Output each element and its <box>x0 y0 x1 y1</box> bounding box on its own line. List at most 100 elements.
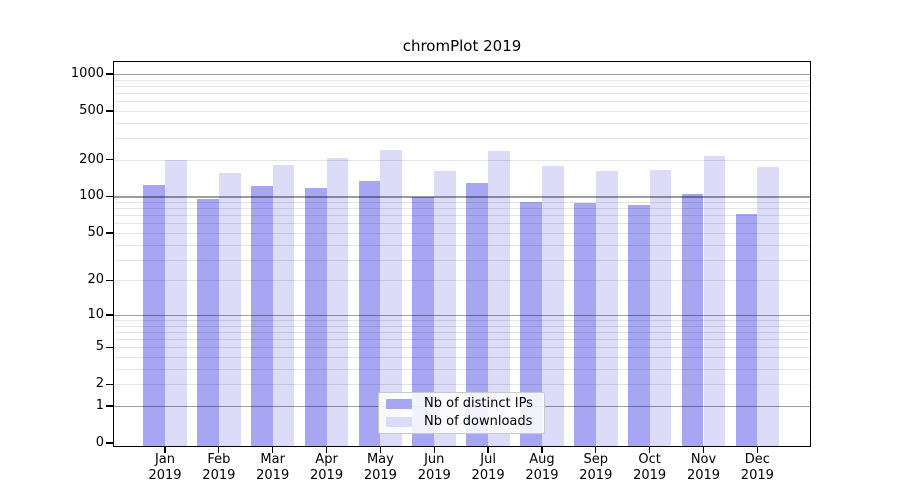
x-tick-mark-feb <box>218 447 220 453</box>
bar-downloads-aug <box>541 165 564 447</box>
gridline-minor-500 <box>113 110 811 112</box>
y-tick-mark-1000 <box>106 73 113 75</box>
gridline-minor-800 <box>113 85 811 87</box>
x-tick-label-year-mar: 2019 <box>256 468 290 483</box>
x-tick-label-year-sep: 2019 <box>579 468 613 483</box>
x-tick-label-year-apr: 2019 <box>310 468 344 483</box>
legend: Nb of distinct IPs Nb of downloads <box>378 392 545 434</box>
y-tick-label-500: 500 <box>79 102 104 118</box>
gridline-minor-30 <box>113 259 811 261</box>
x-tick-mark-sep <box>595 447 597 453</box>
bar-distinct-ips-feb <box>197 199 219 447</box>
bar-downloads-may <box>380 150 403 447</box>
x-tick-label-month-jul: Jul <box>480 452 496 467</box>
y-tick-mark-10 <box>106 314 113 316</box>
y-tick-mark-50 <box>106 232 113 234</box>
bar-downloads-jul <box>488 151 510 447</box>
x-tick-label-month-dec: Dec <box>744 452 770 467</box>
gridline-minor-600 <box>113 101 811 103</box>
x-tick-label-year-oct: 2019 <box>633 468 667 483</box>
x-tick-mark-may <box>379 447 382 453</box>
bar-downloads-sep <box>595 171 618 447</box>
gridline-minor-7 <box>113 331 811 333</box>
y-tick-label-0: 0 <box>95 435 104 450</box>
x-tick-label-month-sep: Sep <box>583 452 609 467</box>
y-tick-mark-200 <box>106 159 113 161</box>
x-tick-label-year-aug: 2019 <box>525 468 559 483</box>
x-tick-label-year-may: 2019 <box>363 468 397 483</box>
x-tick-label-month-apr: Apr <box>315 452 338 467</box>
gridline-minor-20 <box>113 280 811 282</box>
x-tick-label-month-mar: Mar <box>260 452 285 467</box>
gridline-minor-9 <box>113 320 811 321</box>
legend-label-downloads: Nb of downloads <box>424 414 533 429</box>
gridline-minor-40 <box>113 244 811 246</box>
bar-downloads-nov <box>703 156 726 447</box>
y-tick-label-1000: 1000 <box>70 65 104 81</box>
y-tick-label-200: 200 <box>79 151 104 167</box>
bar-distinct-ips-nov <box>681 193 704 447</box>
legend-row-downloads: Nb of downloads <box>386 413 544 431</box>
gridline-major-1000 <box>113 73 811 76</box>
bar-distinct-ips-jul <box>466 183 489 447</box>
x-tick-label-month-feb: Feb <box>207 452 231 467</box>
x-tick-label-year-nov: 2019 <box>686 468 721 483</box>
x-tick-label-year-jun: 2019 <box>417 468 451 483</box>
y-tick-label-20: 20 <box>87 272 104 288</box>
gridline-minor-2 <box>113 384 811 386</box>
bar-downloads-apr <box>326 157 349 447</box>
x-tick-label-month-aug: Aug <box>529 452 555 467</box>
bar-distinct-ips-jan <box>143 184 165 447</box>
legend-row-distinct-ips: Nb of distinct IPs <box>386 395 544 413</box>
gridline-minor-300 <box>113 138 811 140</box>
y-tick-label-5: 5 <box>95 339 104 355</box>
y-tick-mark-5 <box>106 346 113 348</box>
x-tick-label-month-nov: Nov <box>690 452 717 467</box>
bar-downloads-dec <box>757 166 780 447</box>
gridline-minor-90 <box>113 202 811 204</box>
x-tick-label-month-jun: Jun <box>424 452 445 467</box>
gridline-minor-5 <box>113 347 811 349</box>
bar-distinct-ips-apr <box>304 187 327 447</box>
gridline-minor-4 <box>113 357 811 359</box>
x-tick-mark-jun <box>433 447 435 453</box>
gridline-minor-900 <box>113 79 811 81</box>
bar-downloads-jan <box>165 159 187 447</box>
y-tick-mark-2 <box>106 383 113 385</box>
gridline-minor-400 <box>113 122 811 124</box>
y-tick-mark-0 <box>106 442 113 444</box>
x-tick-label-year-feb: 2019 <box>202 468 236 483</box>
x-tick-label-year-dec: 2019 <box>740 468 774 483</box>
legend-swatch-distinct-ips <box>386 399 412 409</box>
gridline-minor-60 <box>113 223 811 225</box>
x-tick-label-month-jan: Jan <box>154 452 176 467</box>
x-tick-mark-mar <box>272 447 274 453</box>
gridline-major-10 <box>113 314 811 317</box>
bar-distinct-ips-aug <box>520 202 542 447</box>
x-tick-mark-apr <box>325 447 328 453</box>
bar-downloads-mar <box>272 164 295 447</box>
y-tick-label-100: 100 <box>79 188 104 204</box>
x-tick-label-month-may: May <box>366 452 394 467</box>
gridline-minor-8 <box>113 325 811 327</box>
plot-area <box>113 61 811 447</box>
x-tick-mark-nov <box>702 447 705 453</box>
x-tick-label-month-oct: Oct <box>638 452 661 467</box>
y-tick-mark-500 <box>106 110 113 112</box>
y-tick-label-1: 1 <box>95 397 104 413</box>
gridline-minor-50 <box>113 232 811 234</box>
x-tick-mark-oct <box>649 447 651 453</box>
y-tick-mark-20 <box>106 279 113 282</box>
gridline-minor-700 <box>113 92 811 94</box>
bar-distinct-ips-mar <box>250 185 273 447</box>
bar-distinct-ips-oct <box>627 205 650 447</box>
bar-downloads-jun <box>434 171 457 447</box>
bar-downloads-oct <box>649 169 672 447</box>
y-tick-mark-100 <box>106 195 113 198</box>
x-tick-mark-jan <box>164 447 166 453</box>
y-tick-label-10: 10 <box>87 306 104 322</box>
gridline-major-100 <box>113 196 811 198</box>
bar-downloads-feb <box>218 172 241 447</box>
gridline-minor-80 <box>113 208 811 210</box>
